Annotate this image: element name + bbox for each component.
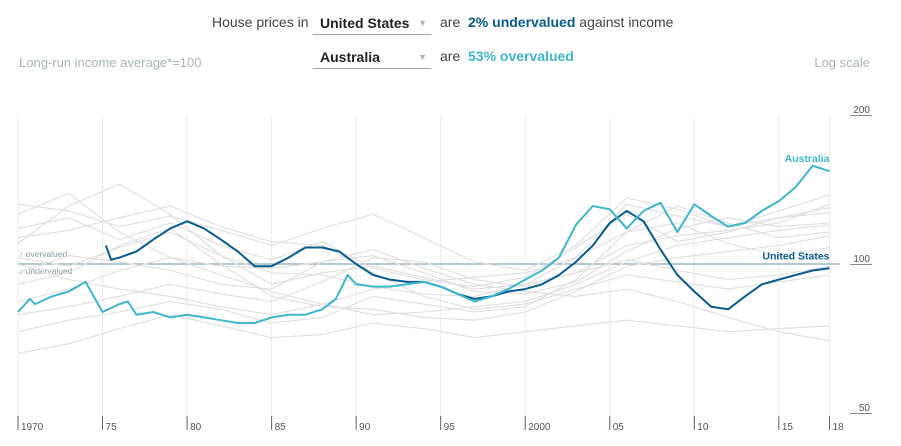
series-line-other — [17, 194, 830, 297]
series-line-other — [17, 192, 830, 295]
x-tick-label: 85 — [275, 422, 287, 433]
country-select-1-value: United States — [320, 15, 410, 31]
series-line-other — [17, 224, 830, 316]
y-tick-label: 200 — [853, 105, 870, 116]
y-tick-label: 100 — [853, 254, 870, 265]
log-scale-note: Log scale — [814, 55, 870, 70]
x-tick-label: 90 — [359, 422, 371, 433]
x-tick-label: 05 — [613, 422, 625, 433]
valuation-value-2: 53% overvalued — [468, 48, 574, 64]
mid-label-1: are — [440, 14, 461, 30]
header-result-2: are 53% overvalued — [440, 48, 574, 64]
series-line-other — [17, 197, 830, 272]
y-tick-label: 50 — [859, 403, 871, 414]
header-result-1: are 2% undervalued against income — [440, 14, 673, 30]
x-tick-label: 2000 — [528, 422, 551, 433]
series-line-other — [17, 205, 830, 310]
chevron-down-icon: ▼ — [418, 18, 427, 28]
series-line-other — [17, 207, 830, 288]
x-tick-label: 95 — [444, 422, 456, 433]
undervalued-label: ↓ undervalued — [19, 266, 73, 276]
series-line-other — [17, 203, 830, 316]
series-line-other — [17, 227, 830, 321]
header-sentence-1: House prices in — [212, 14, 309, 30]
series-line-other — [17, 183, 830, 290]
x-tick-label: 75 — [106, 422, 118, 433]
country-select-1[interactable]: United States ▼ — [313, 12, 431, 35]
overvalued-label: ↑ overvalued — [19, 249, 67, 259]
country-select-2[interactable]: Australia ▼ — [313, 46, 431, 69]
x-tick-label: 15 — [782, 422, 794, 433]
prefix-label: House prices in — [212, 14, 309, 30]
x-tick-label: 1970 — [21, 422, 44, 433]
series-label-united-states: United States — [762, 250, 829, 262]
valuation-value-1: 2% undervalued — [468, 14, 576, 30]
series-line-other — [17, 205, 830, 333]
series-line-other — [17, 248, 830, 342]
x-tick-label: 10 — [697, 422, 709, 433]
chevron-down-icon: ▼ — [418, 52, 427, 62]
x-tick-label: 18 — [833, 422, 845, 433]
country-select-2-value: Australia — [320, 49, 380, 65]
income-average-note: Long-run income average*=100 — [19, 55, 202, 70]
series-line-other — [17, 314, 830, 354]
x-tick-label: 80 — [190, 422, 202, 433]
series-line-australia — [17, 164, 830, 324]
suffix-label-1: against income — [579, 14, 674, 30]
mid-label-2: are — [440, 48, 461, 64]
series-label-australia: Australia — [785, 153, 830, 165]
